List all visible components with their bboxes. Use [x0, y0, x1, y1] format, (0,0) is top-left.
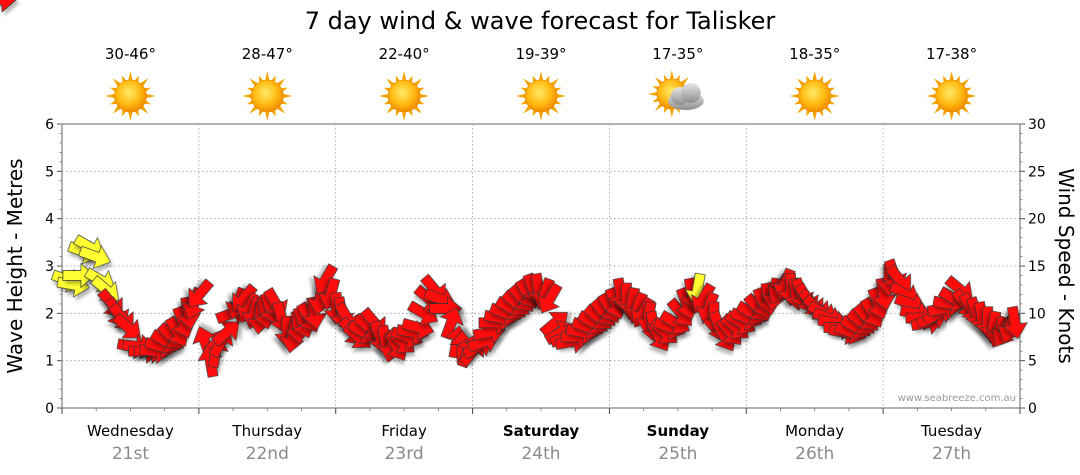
sun-ray — [242, 93, 253, 99]
y-right-tick-label: 15 — [1028, 259, 1046, 275]
day-temperature-range: 22-40° — [379, 45, 430, 63]
sun-ray — [282, 93, 293, 99]
x-date-label: 21st — [112, 444, 149, 464]
sun-disc — [387, 79, 421, 113]
watermark: www.seabreeze.com.au — [898, 393, 1016, 404]
sun-ray — [264, 110, 270, 121]
cloud-shape — [667, 83, 704, 110]
sun-ray — [647, 91, 659, 97]
sun-ray — [669, 107, 675, 118]
sun-ray — [128, 110, 133, 121]
sun-disc — [114, 79, 147, 113]
x-day-label: Thursday — [231, 422, 302, 440]
y-left-tick-label: 3 — [45, 259, 54, 275]
y-left-tick-label: 5 — [45, 164, 54, 180]
sun-ray — [105, 93, 116, 99]
daily-weather-row: 30-46° 28-47° 22-40° 19-39° 17-35° 18-35° 17-3… — [105, 45, 977, 121]
sun-icon — [926, 71, 977, 121]
partly-cloudy-icon — [647, 70, 704, 118]
sun-ray — [812, 71, 818, 82]
x-date-label: 25th — [658, 444, 697, 464]
x-day-label: Wednesday — [87, 422, 174, 440]
y-right-tick-label: 25 — [1028, 164, 1046, 180]
sun-ray — [401, 71, 407, 82]
x-day-label: Sunday — [647, 422, 710, 440]
y-right-tick-label: 20 — [1028, 212, 1046, 228]
sun-ray — [418, 93, 430, 99]
sun-ray — [966, 93, 977, 99]
sun-ray — [516, 93, 527, 99]
sun-ray — [379, 93, 390, 99]
y-right-tick-label: 0 — [1028, 401, 1037, 417]
wind-arrow — [188, 278, 215, 308]
x-day-label: Friday — [381, 422, 427, 440]
sun-ray — [264, 71, 270, 82]
y-left-tick-label: 2 — [45, 306, 54, 322]
sun-ray — [669, 70, 675, 81]
sun-ray — [538, 110, 544, 121]
y-left-tick-label: 6 — [45, 117, 54, 133]
chart-title: 7 day wind & wave forecast for Talisker — [305, 7, 776, 35]
day-temperature-range: 18-35° — [789, 45, 840, 63]
sun-icon — [516, 71, 566, 121]
sun-icon — [379, 71, 430, 121]
sun-ray — [538, 71, 544, 82]
x-day-label: Tuesday — [920, 422, 982, 440]
x-date-label: 22nd — [246, 444, 289, 464]
axes: 0 1 2 3 4 5 6 0 5 10 15 20 25 30 Wednesday 21st Thursday… — [45, 117, 1046, 464]
sun-ray — [812, 110, 818, 121]
sun-disc — [250, 79, 284, 113]
wind-arrow — [1002, 305, 1028, 340]
y-axis-left-label: Wave Height - Metres — [3, 158, 27, 373]
day-temperature-range: 28-47° — [242, 45, 293, 63]
y-left-tick-label: 4 — [45, 212, 54, 228]
x-date-label: 24th — [521, 444, 560, 464]
x-day-label: Saturday — [503, 422, 580, 440]
sun-ray — [926, 93, 937, 99]
y-left-tick-label: 1 — [45, 354, 54, 370]
sun-ray — [829, 93, 840, 99]
wind-arrow — [302, 296, 328, 330]
day-temperature-range: 17-38° — [926, 45, 977, 63]
wind-arrow — [0, 0, 17, 13]
sun-disc — [798, 79, 832, 113]
sun-disc — [524, 79, 558, 113]
y-right-tick-label: 5 — [1028, 354, 1037, 370]
wind-arrow — [112, 312, 141, 339]
y-right-tick-label: 30 — [1028, 117, 1046, 133]
sun-ray — [555, 93, 566, 99]
sun-ray — [949, 71, 954, 82]
y-left-tick-label: 0 — [45, 401, 54, 417]
sun-ray — [789, 93, 800, 99]
sun-icon — [105, 71, 156, 121]
wind-arrow — [62, 262, 96, 289]
day-temperature-range: 30-46° — [105, 45, 156, 63]
plot-area — [61, 123, 1021, 409]
day-temperature-range: 19-39° — [515, 45, 566, 63]
wind-arrow — [537, 282, 563, 314]
wind-arrow — [210, 321, 240, 347]
sun-ray — [949, 110, 954, 121]
x-date-label: 23rd — [385, 444, 424, 464]
x-date-label: 27th — [932, 444, 971, 464]
x-day-label: Monday — [785, 422, 844, 440]
sun-icon — [789, 71, 840, 121]
x-date-label: 26th — [795, 444, 834, 464]
y-right-tick-label: 10 — [1028, 306, 1046, 322]
sun-ray — [401, 110, 407, 121]
y-axis-right-label: Wind Speed - Knots — [1054, 168, 1078, 364]
sun-icon — [242, 71, 293, 121]
day-temperature-range: 17-35° — [652, 45, 703, 63]
sun-ray — [145, 93, 156, 99]
sun-ray — [128, 71, 133, 82]
sun-disc — [935, 79, 968, 113]
wind-arrow — [78, 245, 111, 270]
wind-arrows — [0, 0, 1028, 378]
